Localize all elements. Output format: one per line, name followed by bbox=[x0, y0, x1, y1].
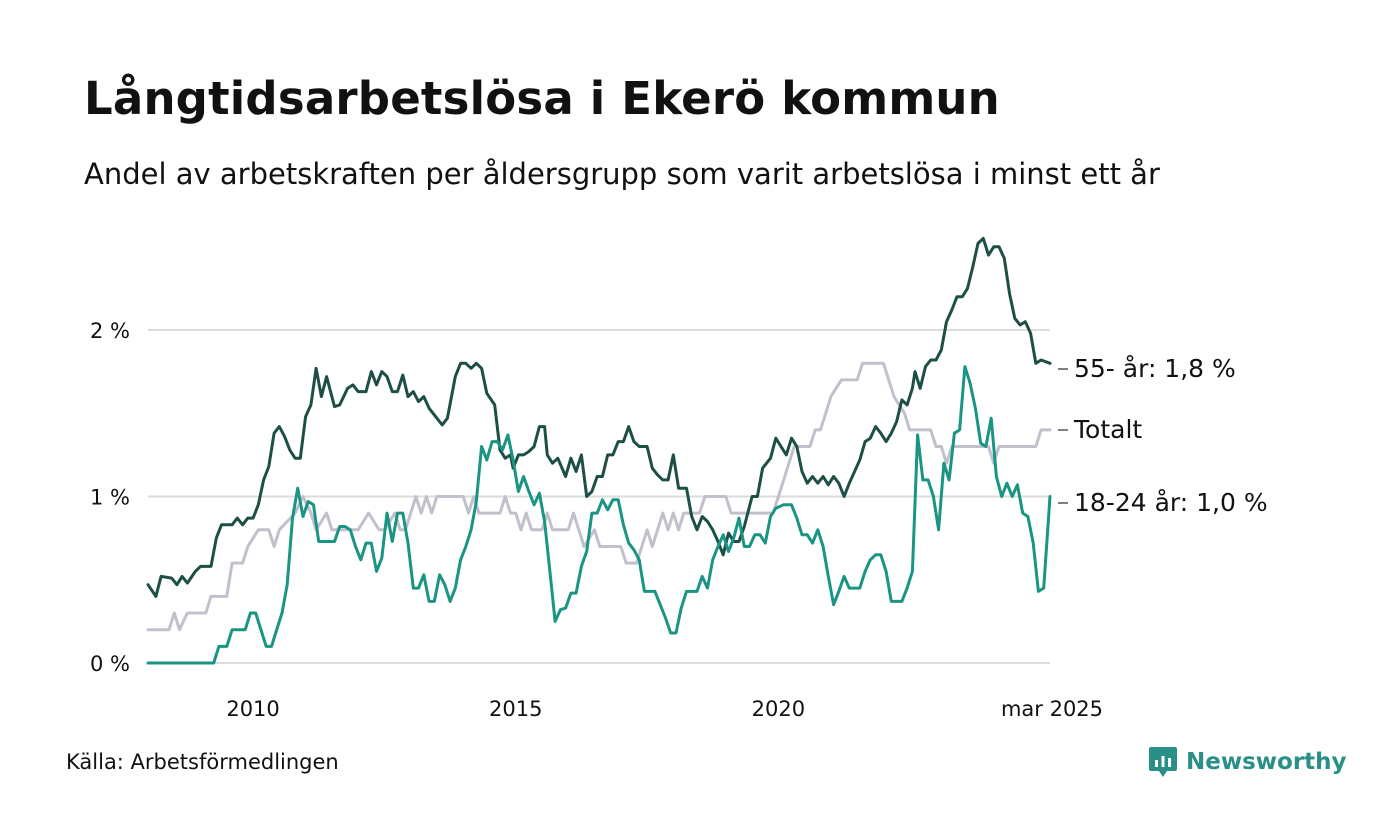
brand-logo: Newsworthy bbox=[1148, 745, 1347, 779]
y-tick-label: 2 % bbox=[90, 319, 130, 343]
y-tick-label: 1 % bbox=[90, 486, 130, 510]
newsworthy-logo-icon bbox=[1149, 747, 1177, 777]
x-tick-label: mar 2025 bbox=[1001, 697, 1103, 721]
y-tick-label: 0 % bbox=[90, 652, 130, 676]
line-chart: 0 % 1 % 2 % 2010 2015 2020 mar 2025 Totalt 55- å… bbox=[90, 236, 1268, 721]
end-label-total: Totalt bbox=[1073, 415, 1142, 444]
source-note: Källa: Arbetsförmedlingen bbox=[66, 750, 339, 774]
chart-subtitle: Andel av arbetskraften per åldersgrupp s… bbox=[84, 157, 1160, 191]
end-label-18-24: 18-24 år: 1,0 % bbox=[1074, 488, 1268, 517]
chart-title: Långtidsarbetslösa i Ekerö kommun bbox=[84, 72, 1000, 125]
x-tick-label: 2020 bbox=[752, 697, 805, 721]
series-line-18-24 bbox=[146, 365, 1052, 665]
series-line-55plus bbox=[146, 236, 1052, 598]
end-label-55plus: 55- år: 1,8 % bbox=[1074, 354, 1236, 383]
brand-name: Newsworthy bbox=[1186, 749, 1347, 775]
x-tick-label: 2010 bbox=[226, 697, 279, 721]
x-tick-label: 2015 bbox=[489, 697, 542, 721]
